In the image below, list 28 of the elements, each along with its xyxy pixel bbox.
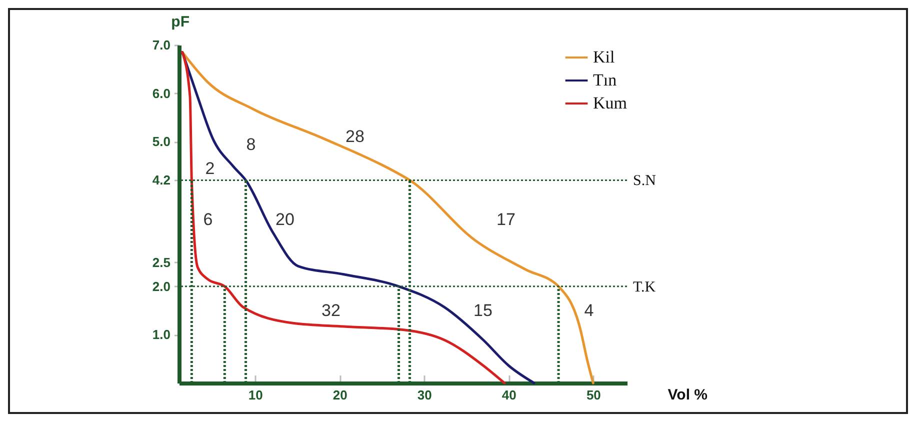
y-tick-label: 5.0 (152, 134, 170, 150)
legend-label: Kum (593, 94, 627, 112)
x-tick-label: 50 (586, 388, 601, 402)
x-tick-label: 10 (248, 388, 263, 402)
annotation: 17 (496, 210, 516, 229)
x-axis-title: Vol % (668, 386, 708, 404)
x-tick-label: 30 (417, 388, 432, 402)
x-tick-label: 20 (332, 388, 348, 402)
y-tick-label: 6.0 (152, 86, 170, 101)
annotation: 4 (584, 301, 594, 320)
legend-label: Tın (593, 70, 618, 90)
y-axis-title: pF (171, 14, 190, 30)
annotation: 15 (474, 301, 492, 320)
ref-line-label: S.N (633, 173, 656, 190)
y-tick-label: 7.0 (152, 38, 170, 52)
y-tick-label: 4.2 (152, 172, 170, 188)
y-tick-label: 1.0 (152, 327, 170, 342)
x-tick-label: 40 (502, 388, 516, 402)
legend-label: Kil (593, 48, 615, 66)
annotation: 6 (203, 210, 213, 229)
y-tick-label: 2.5 (152, 254, 170, 270)
annotation: 2 (205, 159, 215, 178)
annotation: 20 (276, 210, 294, 229)
annotation: 8 (246, 135, 256, 154)
annotation: 28 (346, 127, 364, 146)
ref-line-label: T.K (633, 279, 656, 296)
y-tick-label: 2.0 (152, 278, 170, 294)
annotation: 32 (322, 301, 340, 320)
